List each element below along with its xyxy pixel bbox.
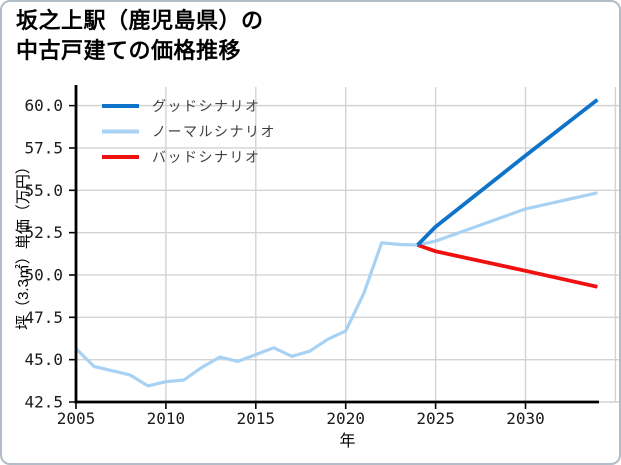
y-tick-label: 60.0 (24, 96, 63, 115)
chart-title: 坂之上駅（鹿児島県）の 中古戸建ての価格推移 (16, 6, 264, 65)
y-tick-label: 45.0 (24, 350, 63, 369)
chart-title-line2: 中古戸建ての価格推移 (16, 37, 242, 63)
y-tick-label: 42.5 (24, 393, 63, 412)
normal-scenario-line (74, 191, 598, 388)
normal-legend-label: ノーマルシナリオ (152, 124, 276, 140)
bad-legend-label: バッドシナリオ (152, 149, 261, 165)
chart-title-line1: 坂之上駅（鹿児島県）の (16, 8, 264, 33)
y-axis-title: 坪（3.3㎡）単価（万円） (15, 159, 32, 330)
y-tick-label: 52.5 (24, 223, 63, 242)
bad-scenario-line (416, 243, 598, 289)
good-legend-label: グッドシナリオ (152, 98, 261, 114)
x-tick-label: 2030 (506, 409, 545, 428)
x-tick-label: 2025 (416, 409, 455, 428)
x-tick-label: 2005 (57, 409, 96, 428)
good-scenario-line (416, 98, 599, 247)
x-axis-title: 年 (339, 432, 355, 450)
x-tick-label: 2020 (326, 409, 365, 428)
x-tick-label: 2010 (147, 409, 186, 428)
y-tick-label: 57.5 (24, 138, 63, 157)
y-tick-label: 47.5 (24, 308, 63, 327)
x-tick-label: 2015 (237, 409, 276, 428)
y-tick-label: 50.0 (24, 265, 63, 284)
y-tick-label: 55.0 (24, 181, 63, 200)
